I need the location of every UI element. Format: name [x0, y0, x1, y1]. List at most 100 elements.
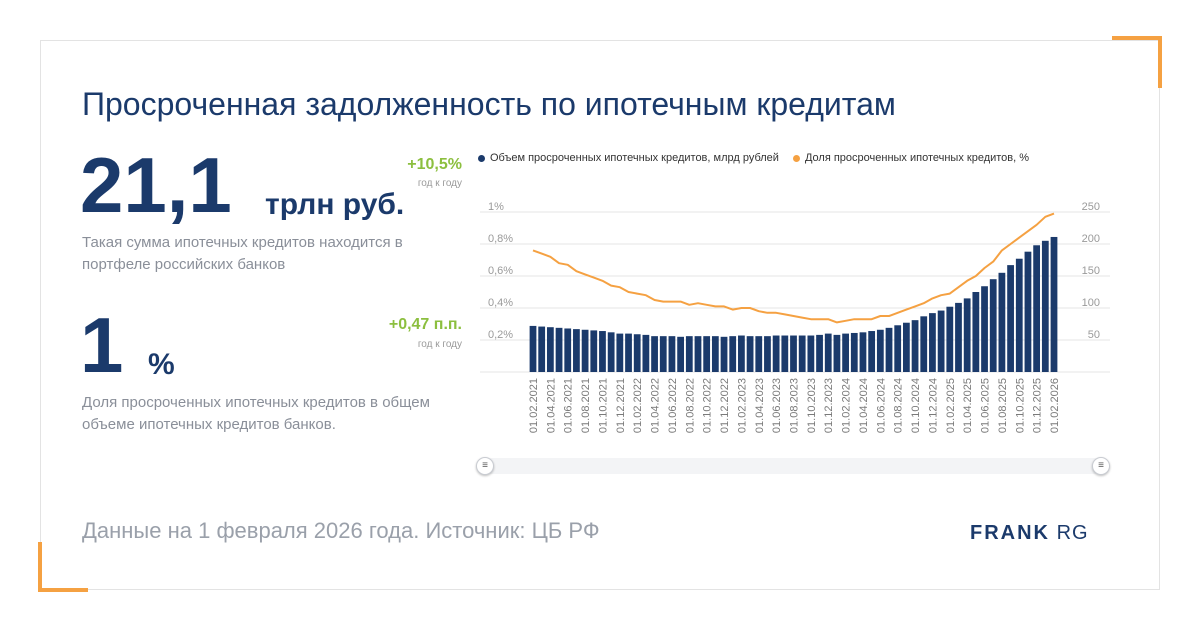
bar — [998, 272, 1006, 372]
stat2-description: Доля просроченных ипотечных кредитов в о… — [82, 394, 430, 433]
bar — [963, 298, 971, 372]
bar — [937, 310, 945, 372]
x-tick-label: 01.06.2024 — [875, 378, 887, 433]
x-tick-label: 01.12.2022 — [719, 378, 731, 433]
bar — [1024, 251, 1032, 372]
bar — [642, 334, 650, 372]
x-tick-label: 01.10.2024 — [910, 378, 922, 433]
bar — [929, 313, 936, 372]
y-right-tick-label: 150 — [1082, 265, 1100, 277]
bar — [764, 336, 771, 372]
x-tick-label: 01.04.2022 — [650, 378, 662, 433]
bar — [989, 279, 997, 372]
bar — [911, 320, 919, 372]
stat1-description: Такая сумма ипотечных кредитов находится… — [82, 234, 403, 273]
bar — [1033, 245, 1041, 372]
logo-light-text: RG — [1056, 522, 1089, 544]
bar — [868, 331, 876, 372]
bar — [1015, 258, 1023, 372]
bar — [920, 316, 928, 372]
legend-marker-share — [792, 154, 800, 162]
x-tick-label: 01.04.2023 — [754, 378, 766, 433]
legend-item-share[interactable]: Доля просроченных ипотечных кредитов, % — [792, 152, 1030, 164]
stat2-value: 1 — [80, 301, 124, 389]
bar — [529, 325, 537, 372]
page-title: Просроченная задолженность по ипотечным … — [82, 86, 896, 122]
y-left-tick-label: 1% — [488, 201, 504, 213]
y-right-tick-label: 250 — [1082, 201, 1100, 213]
logo-bold-text: FRANK — [970, 522, 1050, 544]
bar — [711, 336, 719, 372]
legend-item-volume[interactable]: Объем просроченных ипотечных кредитов, м… — [478, 152, 779, 164]
bar — [625, 333, 632, 372]
chart-scrollbar-track[interactable] — [484, 458, 1102, 474]
x-tick-label: 01.08.2024 — [893, 378, 905, 433]
y-left-tick-label: 0,8% — [488, 233, 513, 245]
x-tick-label: 01.12.2024 — [927, 378, 939, 433]
x-tick-label: 01.02.2021 — [528, 378, 540, 433]
corner-accent-bottom-left-vertical — [38, 542, 42, 592]
x-tick-label: 01.12.2021 — [615, 378, 627, 433]
scroll-handle-right-icon[interactable]: ≡ — [1092, 457, 1110, 475]
y-right-tick-label: 50 — [1088, 329, 1100, 341]
x-tick-label: 01.10.2025 — [1014, 378, 1026, 433]
bar — [902, 322, 910, 372]
x-tick-label: 01.10.2021 — [597, 378, 609, 433]
x-tick-label: 01.06.2025 — [980, 378, 992, 433]
bar — [1041, 240, 1049, 372]
stat1-unit: трлн руб. — [265, 188, 405, 221]
bar — [876, 329, 884, 372]
stat2-unit: % — [148, 348, 175, 381]
footer-source: Данные на 1 февраля 2026 года. Источник:… — [82, 518, 600, 543]
x-tick-label: 01.02.2025 — [945, 378, 957, 433]
x-tick-label: 01.08.2025 — [997, 378, 1009, 433]
x-tick-label: 01.02.2026 — [1049, 378, 1061, 433]
y-right-tick-label: 200 — [1082, 233, 1100, 245]
bar — [1007, 265, 1014, 372]
x-tick-label: 01.06.2021 — [563, 378, 575, 433]
x-tick-label: 01.02.2023 — [736, 378, 748, 433]
bar — [564, 328, 572, 372]
stat1-change-label: год к году — [417, 178, 462, 189]
bar — [807, 335, 815, 372]
legend-label-share: Доля просроченных ипотечных кредитов, % — [804, 152, 1030, 164]
bar — [546, 327, 554, 372]
y-right-tick-label: 100 — [1082, 297, 1100, 309]
frank-rg-logo: FRANK RG — [970, 522, 1089, 545]
x-tick-label: 01.06.2022 — [667, 378, 679, 433]
stat1-value: 21,1 — [80, 141, 232, 229]
bar — [599, 331, 606, 372]
scroll-handle-left-icon[interactable]: ≡ — [476, 457, 494, 475]
bar — [616, 333, 624, 372]
x-tick-label: 01.10.2023 — [806, 378, 818, 433]
corner-accent-top-right — [1112, 36, 1162, 40]
bar — [755, 336, 763, 372]
bar — [651, 336, 658, 372]
bar — [694, 336, 702, 372]
bar — [703, 336, 711, 372]
bar — [538, 326, 546, 372]
y-left-tick-label: 0,4% — [488, 297, 513, 309]
corner-accent-top-right-vertical — [1158, 36, 1162, 88]
bar — [677, 336, 685, 372]
x-tick-label: 01.06.2023 — [771, 378, 783, 433]
bar — [573, 329, 580, 372]
x-tick-label: 01.12.2025 — [1032, 378, 1044, 433]
bar — [738, 335, 745, 372]
bar — [972, 292, 980, 372]
bar — [607, 332, 615, 372]
bar — [668, 336, 676, 372]
bar — [772, 335, 780, 372]
x-tick-label: 01.08.2022 — [684, 378, 696, 433]
bar — [790, 335, 797, 372]
bar — [555, 327, 563, 372]
bar — [850, 332, 858, 372]
bar — [824, 333, 832, 372]
bar — [859, 332, 867, 372]
x-tick-label: 01.04.2024 — [858, 378, 870, 433]
bar — [981, 286, 988, 372]
bar — [729, 336, 737, 372]
bar — [720, 336, 728, 372]
y-left-tick-label: 0,6% — [488, 265, 513, 277]
